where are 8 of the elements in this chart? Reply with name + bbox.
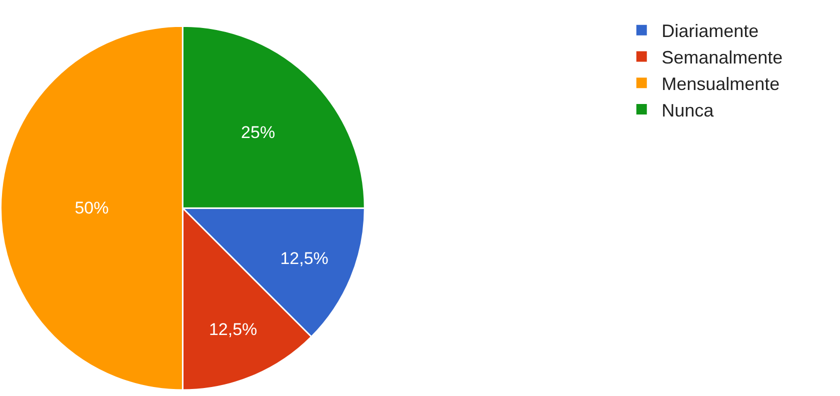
legend-label: Semanalmente: [662, 48, 783, 68]
data-label: 50%: [74, 198, 109, 218]
legend-label: Mensualmente: [662, 74, 780, 94]
data-label: 12,5%: [280, 248, 328, 268]
data-label: 12,5%: [208, 320, 258, 340]
legend-label: Nunca: [662, 100, 715, 120]
legend-label: Diariamente: [662, 21, 759, 42]
data-label: 25%: [241, 123, 276, 142]
